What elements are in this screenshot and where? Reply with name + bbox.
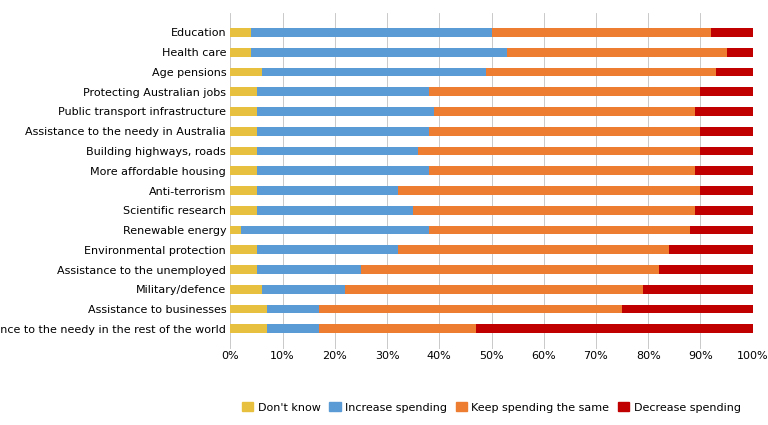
Bar <box>267 305 319 314</box>
Bar <box>230 147 257 156</box>
Legend: Don't know, Increase spending, Keep spending the same, Decrease spending: Don't know, Increase spending, Keep spen… <box>237 398 746 417</box>
Bar <box>230 68 262 76</box>
Bar <box>700 147 753 156</box>
Bar <box>257 87 429 96</box>
Bar <box>727 48 753 57</box>
Bar <box>230 245 257 254</box>
Bar <box>230 226 241 235</box>
Bar <box>486 68 716 76</box>
Bar <box>700 127 753 136</box>
Bar <box>230 87 257 96</box>
Bar <box>716 68 753 76</box>
Bar <box>711 28 753 37</box>
Bar <box>262 68 486 76</box>
Bar <box>669 245 753 254</box>
Bar <box>492 28 711 37</box>
Bar <box>507 48 727 57</box>
Bar <box>695 107 753 116</box>
Bar <box>398 245 669 254</box>
Bar <box>230 305 267 314</box>
Bar <box>230 324 267 333</box>
Bar <box>643 285 753 294</box>
Bar <box>257 147 419 156</box>
Bar <box>257 166 429 175</box>
Bar <box>695 166 753 175</box>
Bar <box>230 265 257 274</box>
Bar <box>230 186 257 195</box>
Bar <box>429 127 700 136</box>
Bar <box>700 87 753 96</box>
Bar <box>257 245 398 254</box>
Bar <box>257 186 398 195</box>
Bar <box>230 285 262 294</box>
Bar <box>659 265 753 274</box>
Bar <box>695 206 753 215</box>
Bar <box>398 186 700 195</box>
Bar <box>257 206 413 215</box>
Bar <box>429 87 700 96</box>
Bar <box>429 226 690 235</box>
Bar <box>230 127 257 136</box>
Bar <box>257 127 429 136</box>
Bar <box>700 186 753 195</box>
Bar <box>230 28 251 37</box>
Bar <box>476 324 753 333</box>
Bar <box>230 107 257 116</box>
Bar <box>230 166 257 175</box>
Bar <box>251 48 507 57</box>
Bar <box>241 226 429 235</box>
Bar <box>622 305 753 314</box>
Bar <box>434 107 695 116</box>
Bar <box>267 324 319 333</box>
Bar <box>230 206 257 215</box>
Bar <box>319 324 476 333</box>
Bar <box>690 226 753 235</box>
Bar <box>429 166 695 175</box>
Bar <box>346 285 643 294</box>
Bar <box>257 265 361 274</box>
Bar <box>230 48 251 57</box>
Bar <box>361 265 659 274</box>
Bar <box>319 305 622 314</box>
Bar <box>257 107 434 116</box>
Bar <box>262 285 346 294</box>
Bar <box>251 28 492 37</box>
Bar <box>419 147 700 156</box>
Bar <box>413 206 695 215</box>
